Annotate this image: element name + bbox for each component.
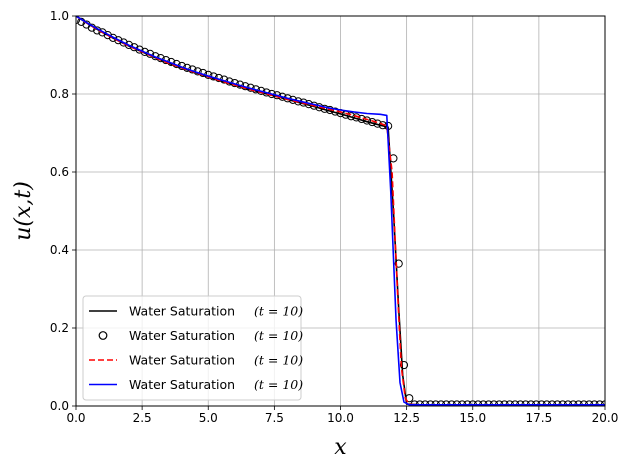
- x-tick-label: 17.5: [526, 411, 553, 425]
- x-tick-label: 12.5: [393, 411, 420, 425]
- axis-ticks: 0.0 2.5 5.0 7.5 10.0 12.5 15.0 17.5 20.0 0.0 0.2 0.…: [50, 9, 618, 425]
- legend-label: Water Saturation: [129, 304, 235, 319]
- x-tick-label: 15.0: [459, 411, 486, 425]
- legend-label-time: (t = 10): [254, 377, 303, 392]
- data-point: [399, 360, 409, 370]
- legend-label-time: (t = 10): [254, 328, 303, 343]
- x-tick-label: 0.0: [66, 411, 85, 425]
- legend-label-time: (t = 10): [254, 304, 303, 319]
- y-tick-label: 0.8: [50, 87, 69, 101]
- legend-box: [82, 295, 302, 401]
- x-tick-label: 5.0: [199, 411, 218, 425]
- y-tick-label: 0.6: [50, 165, 69, 179]
- legend-label: Water Saturation: [129, 353, 235, 368]
- legend: Water Saturation (t = 10) Water Saturation…: [82, 295, 303, 401]
- data-point: [108, 33, 118, 42]
- data-point: [119, 38, 128, 47]
- data-point: [114, 36, 123, 45]
- y-tick-label: 0.0: [50, 399, 69, 413]
- legend-label-time: (t = 10): [254, 353, 303, 368]
- x-tick-label: 10.0: [327, 411, 354, 425]
- data-point: [103, 31, 112, 40]
- y-axis-label: u(x,t): [11, 181, 36, 241]
- x-tick-label: 2.5: [133, 411, 152, 425]
- series-group: [76, 16, 605, 406]
- y-tick-label: 0.2: [50, 321, 69, 335]
- data-point: [394, 259, 403, 268]
- data-point: [98, 28, 107, 37]
- x-axis-label: x: [334, 435, 347, 460]
- legend-label: Water Saturation: [129, 328, 235, 343]
- y-tick-label: 1.0: [50, 9, 69, 23]
- legend-marker: [98, 331, 108, 340]
- x-tick-label: 7.5: [265, 411, 284, 425]
- legend-label: Water Saturation: [129, 377, 235, 392]
- plot-area: [76, 16, 605, 406]
- x-tick-label: 20.0: [592, 411, 619, 425]
- y-tick-label: 0.4: [50, 243, 69, 257]
- series-line-3: [76, 16, 605, 406]
